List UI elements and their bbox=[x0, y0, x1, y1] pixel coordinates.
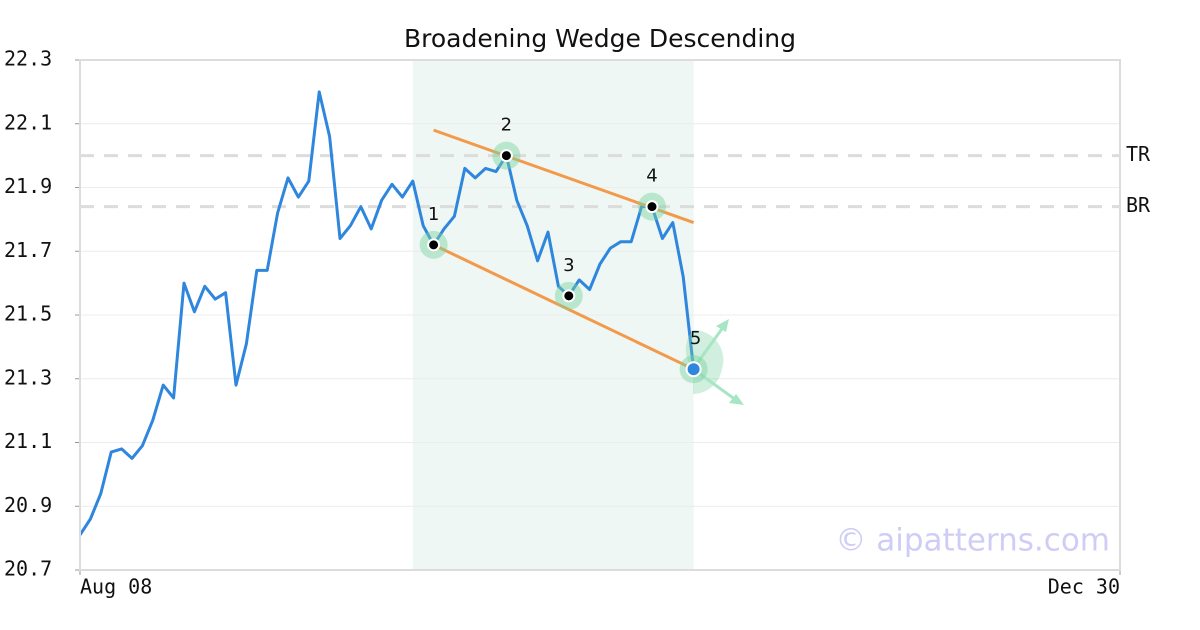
x-tick-label: Aug 08 bbox=[80, 575, 152, 599]
pattern-point bbox=[499, 149, 513, 163]
background-layer: 20.7 20.9 21.1 21.3 21.5 21.7 21.9 22.1 22.3 Aug … bbox=[4, 47, 1151, 599]
price-line bbox=[78, 90, 696, 536]
arrow-head bbox=[729, 394, 744, 405]
pattern-point bbox=[645, 200, 659, 214]
pattern-label: 5 bbox=[690, 328, 701, 349]
level-label: TR bbox=[1126, 142, 1151, 166]
arrow-down bbox=[692, 367, 737, 402]
y-tick-label: 20.9 bbox=[4, 493, 52, 517]
arrow-up bbox=[691, 325, 726, 370]
level-label: BR bbox=[1126, 193, 1151, 217]
y-tick-label: 22.3 bbox=[4, 47, 52, 71]
y-tick-label: 21.5 bbox=[4, 302, 52, 326]
projection-halo bbox=[685, 329, 724, 394]
pattern-label: 3 bbox=[563, 255, 574, 276]
pattern-point bbox=[562, 289, 576, 303]
y-tick-label: 21.1 bbox=[4, 429, 52, 453]
arrow-head bbox=[716, 319, 729, 332]
y-tick-label: 21.3 bbox=[4, 365, 52, 389]
watermark: © aipatterns.com bbox=[835, 523, 1110, 559]
y-tick-label: 22.1 bbox=[4, 110, 52, 134]
chart-title: Broadening Wedge Descending bbox=[404, 24, 796, 53]
pattern-label: 1 bbox=[428, 204, 439, 225]
pattern-label: 4 bbox=[646, 166, 657, 187]
pattern-label: 2 bbox=[501, 115, 512, 136]
pattern-point bbox=[427, 238, 441, 252]
y-tick-label: 21.9 bbox=[4, 174, 52, 198]
top-layer: 1 2 3 4 5 bbox=[419, 115, 708, 384]
pattern-point bbox=[685, 361, 702, 378]
trendline bbox=[432, 243, 695, 371]
y-tick-label: 21.7 bbox=[4, 238, 52, 262]
x-tick-label: Dec 30 bbox=[1048, 575, 1120, 599]
y-tick-label: 20.7 bbox=[4, 557, 52, 581]
plot-border bbox=[79, 59, 1121, 571]
projection-arrows bbox=[685, 319, 744, 405]
